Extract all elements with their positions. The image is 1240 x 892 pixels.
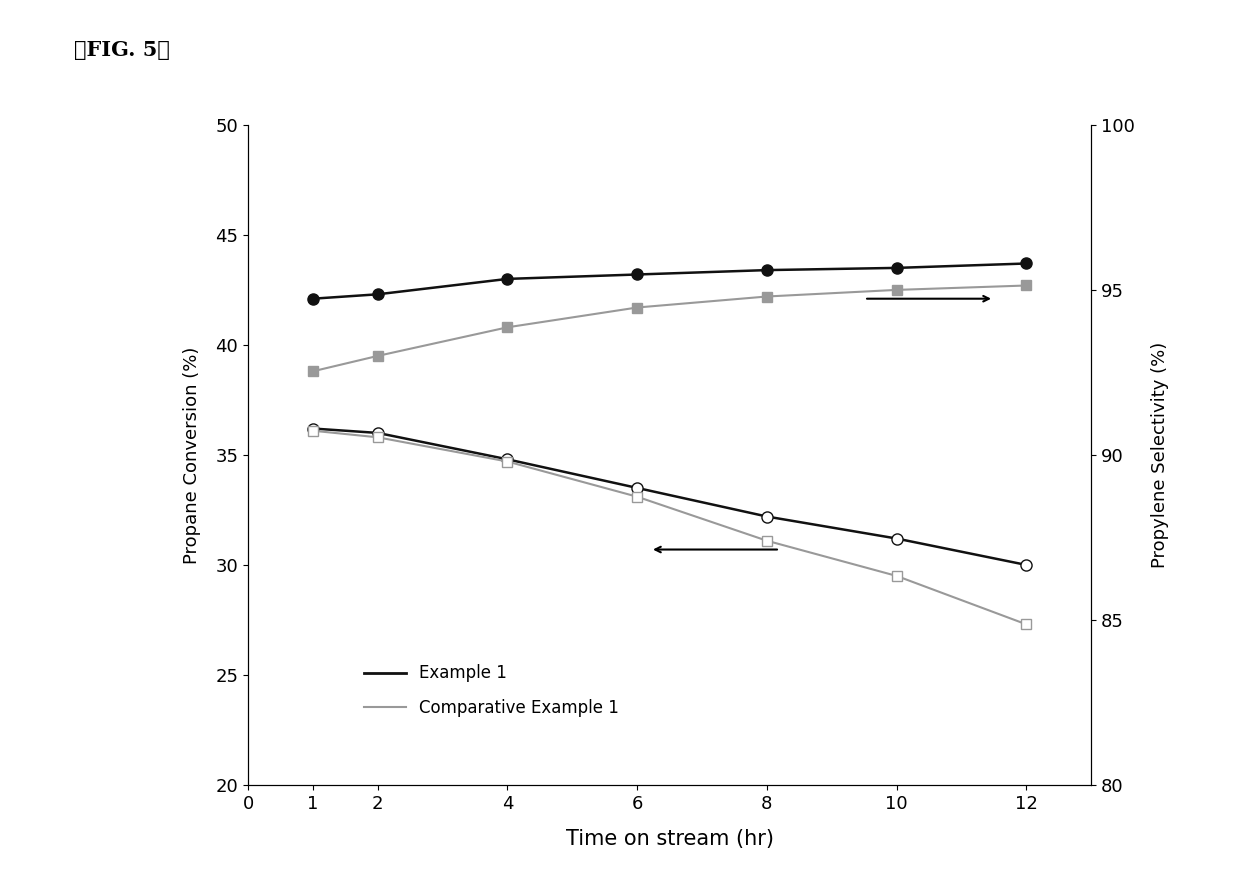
Y-axis label: Propylene Selectivity (%): Propylene Selectivity (%) xyxy=(1152,342,1169,568)
X-axis label: Time on stream (hr): Time on stream (hr) xyxy=(565,830,774,849)
Y-axis label: Propane Conversion (%): Propane Conversion (%) xyxy=(184,346,201,564)
Legend: Example 1, Comparative Example 1: Example 1, Comparative Example 1 xyxy=(357,657,626,723)
Text: 【FIG. 5】: 【FIG. 5】 xyxy=(74,40,170,60)
